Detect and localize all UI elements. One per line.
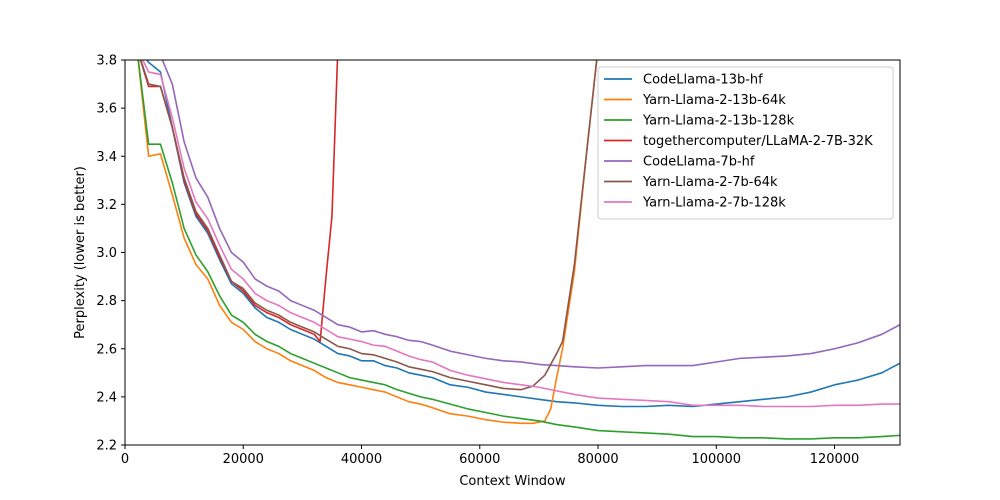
x-tick-label: 120000 xyxy=(810,452,860,467)
legend-label-1: Yarn-Llama-2-13b-64k xyxy=(642,93,786,108)
x-tick-label: 40000 xyxy=(341,452,382,467)
series-line-2 xyxy=(137,60,900,440)
x-tick-label: 80000 xyxy=(577,452,618,467)
y-tick-label: 2.2 xyxy=(96,439,117,454)
series-line-1 xyxy=(137,60,598,425)
legend-label-5: Yarn-Llama-2-7b-64k xyxy=(642,175,778,190)
legend-label-4: CodeLlama-7b-hf xyxy=(643,155,755,170)
x-tick-label: 60000 xyxy=(459,452,500,467)
series-line-5 xyxy=(139,60,598,391)
x-tick-label: 0 xyxy=(121,452,129,467)
legend-label-2: Yarn-Llama-2-13b-128k xyxy=(642,114,795,129)
y-tick-label: 3.6 xyxy=(96,102,117,117)
legend-box xyxy=(597,66,894,220)
y-tick-label: 3.4 xyxy=(96,150,117,165)
series-line-4 xyxy=(161,60,900,369)
series-line-3 xyxy=(139,60,339,343)
y-tick-label: 2.6 xyxy=(96,342,117,357)
y-axis: 2.2 2.4 2.6 2.8 3.0 3.2 3.4 3.6 3.8 xyxy=(96,54,125,454)
y-tick-label: 3.2 xyxy=(96,198,117,213)
series-layer xyxy=(137,60,900,440)
x-axis-title: Context Window xyxy=(459,474,566,489)
x-tick-label: 100000 xyxy=(691,452,741,467)
legend-label-6: Yarn-Llama-2-7b-128k xyxy=(642,196,786,211)
series-line-0 xyxy=(145,60,900,408)
x-axis: 0 20000 40000 60000 80000 100000 120000 xyxy=(121,445,859,467)
y-tick-label: 3.8 xyxy=(96,54,117,69)
y-tick-label: 2.4 xyxy=(96,390,117,405)
legend-label-3: togethercomputer/LLaMA-2-7B-32K xyxy=(643,134,873,149)
legend-label-0: CodeLlama-13b-hf xyxy=(643,73,763,88)
series-line-6 xyxy=(141,60,900,408)
y-tick-label: 3.0 xyxy=(96,246,117,261)
legend: CodeLlama-13b-hf Yarn-Llama-2-13b-64k Yarn… xyxy=(597,66,894,220)
y-tick-label: 2.8 xyxy=(96,294,117,309)
x-tick-label: 20000 xyxy=(223,452,264,467)
y-axis-title: Perplexity (lower is better) xyxy=(73,166,88,339)
